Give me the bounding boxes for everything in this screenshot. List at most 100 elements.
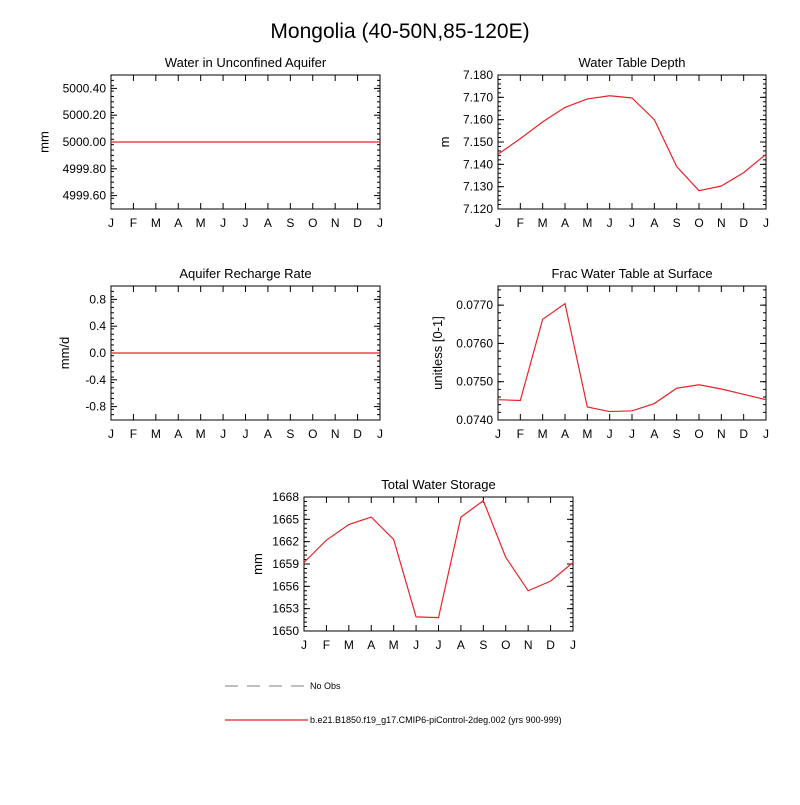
x-tick-label: O xyxy=(694,216,703,230)
x-tick-label: J xyxy=(607,427,613,441)
x-tick-label: M xyxy=(538,216,548,230)
x-tick-label: F xyxy=(130,216,137,230)
y-tick-label: 0.0740 xyxy=(456,413,493,427)
x-tick-label: J xyxy=(607,216,613,230)
x-tick-label: J xyxy=(243,427,249,441)
y-tick-label: 0.0750 xyxy=(456,375,493,389)
y-tick-label: 5000.20 xyxy=(63,108,107,122)
x-tick-label: S xyxy=(286,216,294,230)
x-tick-label: D xyxy=(739,216,748,230)
x-tick-label: J xyxy=(629,216,635,230)
x-tick-label: J xyxy=(436,638,442,652)
panel-title: Frac Water Table at Surface xyxy=(551,266,712,281)
x-tick-label: A xyxy=(174,216,182,230)
plot-frame xyxy=(497,74,767,210)
y-tick-label: 1668 xyxy=(272,490,299,504)
x-tick-label: A xyxy=(367,638,375,652)
x-tick-label: A xyxy=(457,638,465,652)
x-tick-label: A xyxy=(264,216,272,230)
y-axis-label: mm xyxy=(250,553,265,575)
y-tick-label: 7.160 xyxy=(463,113,493,127)
x-tick-label: M xyxy=(196,427,206,441)
x-tick-label: S xyxy=(286,427,294,441)
x-tick-label: F xyxy=(517,216,524,230)
x-tick-label: D xyxy=(739,427,748,441)
y-tick-label: 5000.40 xyxy=(63,81,107,95)
x-tick-label: O xyxy=(501,638,510,652)
y-tick-label: 0.8 xyxy=(89,292,106,306)
x-tick-label: A xyxy=(561,427,569,441)
x-tick-label: M xyxy=(151,216,161,230)
y-tick-label: -0.8 xyxy=(85,400,106,414)
legend-label: b.e21.B1850.f19_g17.CMIP6-piControl-2deg… xyxy=(310,715,562,725)
x-tick-label: O xyxy=(694,427,703,441)
plot-frame xyxy=(303,496,574,632)
figure-title: Mongolia (40-50N,85-120E) xyxy=(270,20,529,43)
y-tick-label: 0.0770 xyxy=(456,298,493,312)
x-tick-label: J xyxy=(243,216,249,230)
series-line xyxy=(497,302,767,413)
x-tick-label: J xyxy=(413,638,419,652)
x-tick-label: A xyxy=(650,216,658,230)
y-tick-label: 1659 xyxy=(272,557,299,571)
x-tick-label: F xyxy=(517,427,524,441)
x-tick-label: J xyxy=(377,216,383,230)
x-tick-label: F xyxy=(130,427,137,441)
x-tick-label: F xyxy=(323,638,330,652)
x-tick-label: M xyxy=(538,427,548,441)
y-tick-label: 1653 xyxy=(272,602,299,616)
y-axis-label: mm/d xyxy=(57,337,72,370)
x-tick-label: M xyxy=(196,216,206,230)
y-tick-label: 7.180 xyxy=(463,68,493,82)
x-tick-label: A xyxy=(561,216,569,230)
x-tick-label: O xyxy=(308,427,317,441)
x-tick-label: A xyxy=(174,427,182,441)
y-tick-label: 1662 xyxy=(272,535,299,549)
x-tick-label: J xyxy=(629,427,635,441)
y-tick-label: 5000.00 xyxy=(63,135,107,149)
y-tick-label: 0.4 xyxy=(89,319,106,333)
x-tick-label: N xyxy=(717,216,726,230)
panel-title: Aquifer Recharge Rate xyxy=(179,266,311,281)
x-tick-label: N xyxy=(524,638,533,652)
x-tick-label: O xyxy=(308,216,317,230)
panel-title: Water in Unconfined Aquifer xyxy=(165,55,327,70)
y-axis-label: m xyxy=(437,137,452,148)
panel-title: Total Water Storage xyxy=(381,477,495,492)
x-tick-label: S xyxy=(479,638,487,652)
x-tick-label: A xyxy=(650,427,658,441)
x-tick-label: J xyxy=(220,427,226,441)
legend-label: No Obs xyxy=(310,681,341,691)
y-tick-label: 0.0760 xyxy=(456,336,493,350)
x-tick-label: J xyxy=(570,638,576,652)
x-tick-label: J xyxy=(495,216,501,230)
y-tick-label: 0.0 xyxy=(89,346,106,360)
x-tick-label: N xyxy=(331,427,340,441)
y-axis-label: unitless [0-1] xyxy=(430,316,445,390)
x-tick-label: D xyxy=(353,216,362,230)
x-tick-label: M xyxy=(389,638,399,652)
x-tick-label: J xyxy=(377,427,383,441)
y-tick-label: -0.4 xyxy=(85,373,106,387)
y-tick-label: 7.170 xyxy=(463,90,493,104)
x-tick-label: M xyxy=(151,427,161,441)
y-tick-label: 7.140 xyxy=(463,157,493,171)
x-tick-label: J xyxy=(763,216,769,230)
y-tick-label: 4999.80 xyxy=(63,162,107,176)
y-tick-label: 7.130 xyxy=(463,180,493,194)
x-tick-label: J xyxy=(763,427,769,441)
x-tick-label: J xyxy=(108,427,114,441)
x-tick-label: A xyxy=(264,427,272,441)
x-tick-label: D xyxy=(546,638,555,652)
legend: No Obs b.e21.B1850.f19_g17.CMIP6-piContro… xyxy=(225,681,562,725)
x-tick-label: J xyxy=(220,216,226,230)
x-tick-label: M xyxy=(582,427,592,441)
series-line xyxy=(497,95,767,192)
series-line xyxy=(303,499,574,619)
y-tick-label: 7.150 xyxy=(463,135,493,149)
